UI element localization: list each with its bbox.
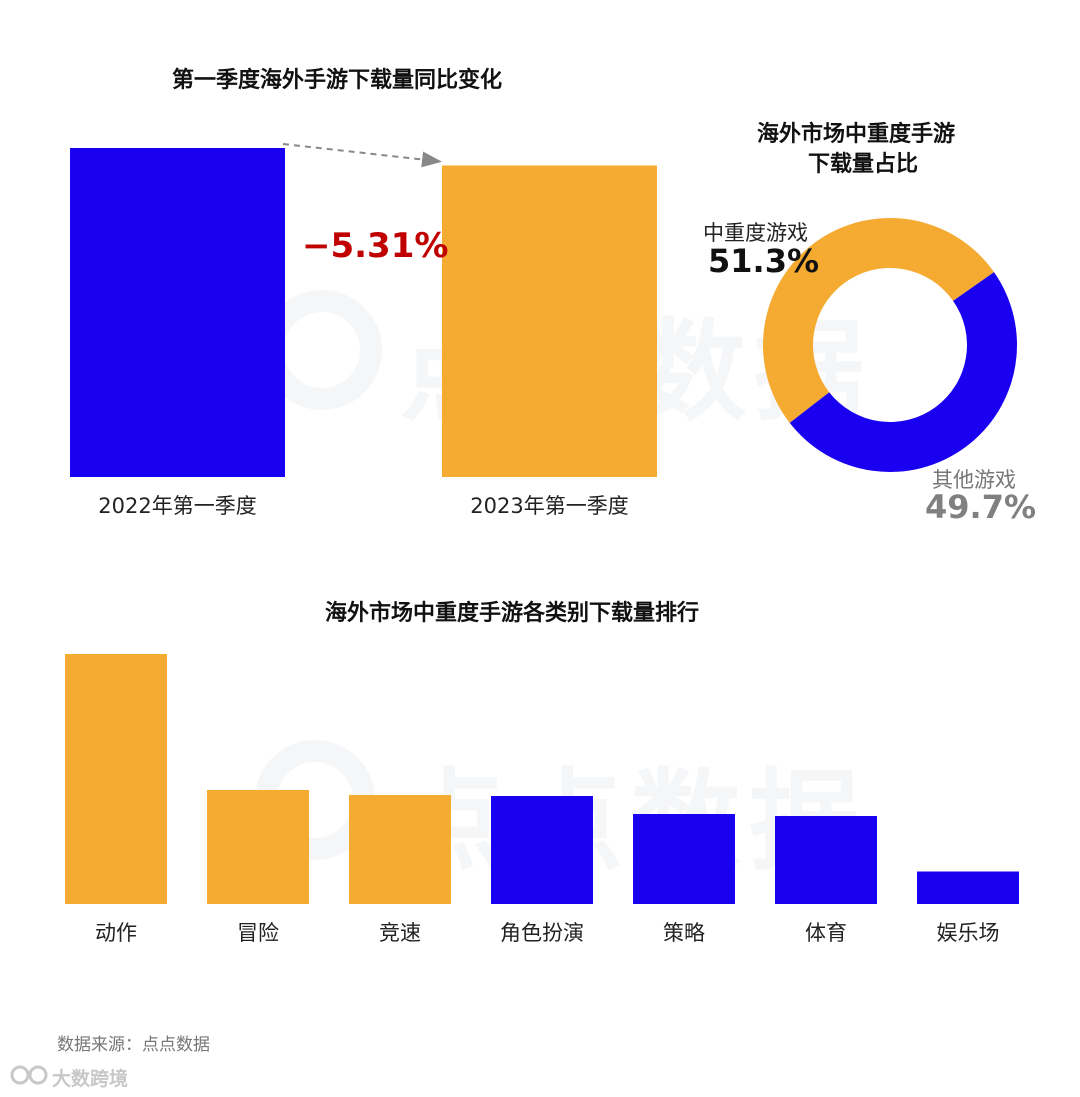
bar-2022q1 — [70, 148, 285, 477]
donut-label-other: 其他游戏 — [932, 468, 1016, 492]
chart2-title-line1: 海外市场中重度手游 — [757, 122, 956, 147]
chart1-title: 第一季度海外手游下载量同比变化 — [172, 68, 503, 93]
x-tick-label: 2023年第一季度 — [470, 494, 629, 518]
donut-slice-heavy-games — [762, 217, 995, 423]
bar-rpg — [491, 796, 593, 904]
x-tick-label: 娱乐场 — [936, 921, 1000, 945]
donut-svg — [762, 217, 1017, 472]
x-tick-label: 动作 — [95, 921, 137, 945]
x-tick-label: 体育 — [805, 921, 847, 945]
source-note: 数据来源：点点数据 — [57, 1035, 210, 1055]
bar-casino — [917, 871, 1019, 904]
bar-adventure — [207, 790, 309, 904]
bar-2023q1 — [442, 165, 657, 477]
x-tick-label: 2022年第一季度 — [98, 494, 257, 518]
x-tick-label: 竞速 — [379, 921, 421, 945]
donut-value-heavy: 51.3% — [708, 242, 820, 280]
brand-logo-icon — [10, 1063, 50, 1087]
donut-value-other: 49.7% — [925, 488, 1037, 526]
chart3-title: 海外市场中重度手游各类别下载量排行 — [325, 601, 700, 626]
change-annotation: −5.31% — [302, 226, 449, 266]
chart2-title-line2: 下载量占比 — [808, 152, 919, 177]
bar-racing — [349, 795, 451, 904]
bar-action — [65, 654, 167, 904]
donut-label-heavy: 中重度游戏 — [703, 221, 808, 245]
brand-watermark: 大数跨境 — [52, 1068, 129, 1090]
chart3-svg — [65, 654, 1019, 904]
chart1-svg — [70, 143, 657, 477]
x-tick-label: 角色扮演 — [500, 921, 584, 945]
bar-sports — [775, 816, 877, 904]
donut-slice-other-games — [789, 272, 1017, 472]
bar-strategy — [633, 814, 735, 904]
x-tick-label: 策略 — [663, 921, 705, 945]
change-arrow — [282, 143, 442, 168]
x-tick-label: 冒险 — [237, 921, 279, 945]
